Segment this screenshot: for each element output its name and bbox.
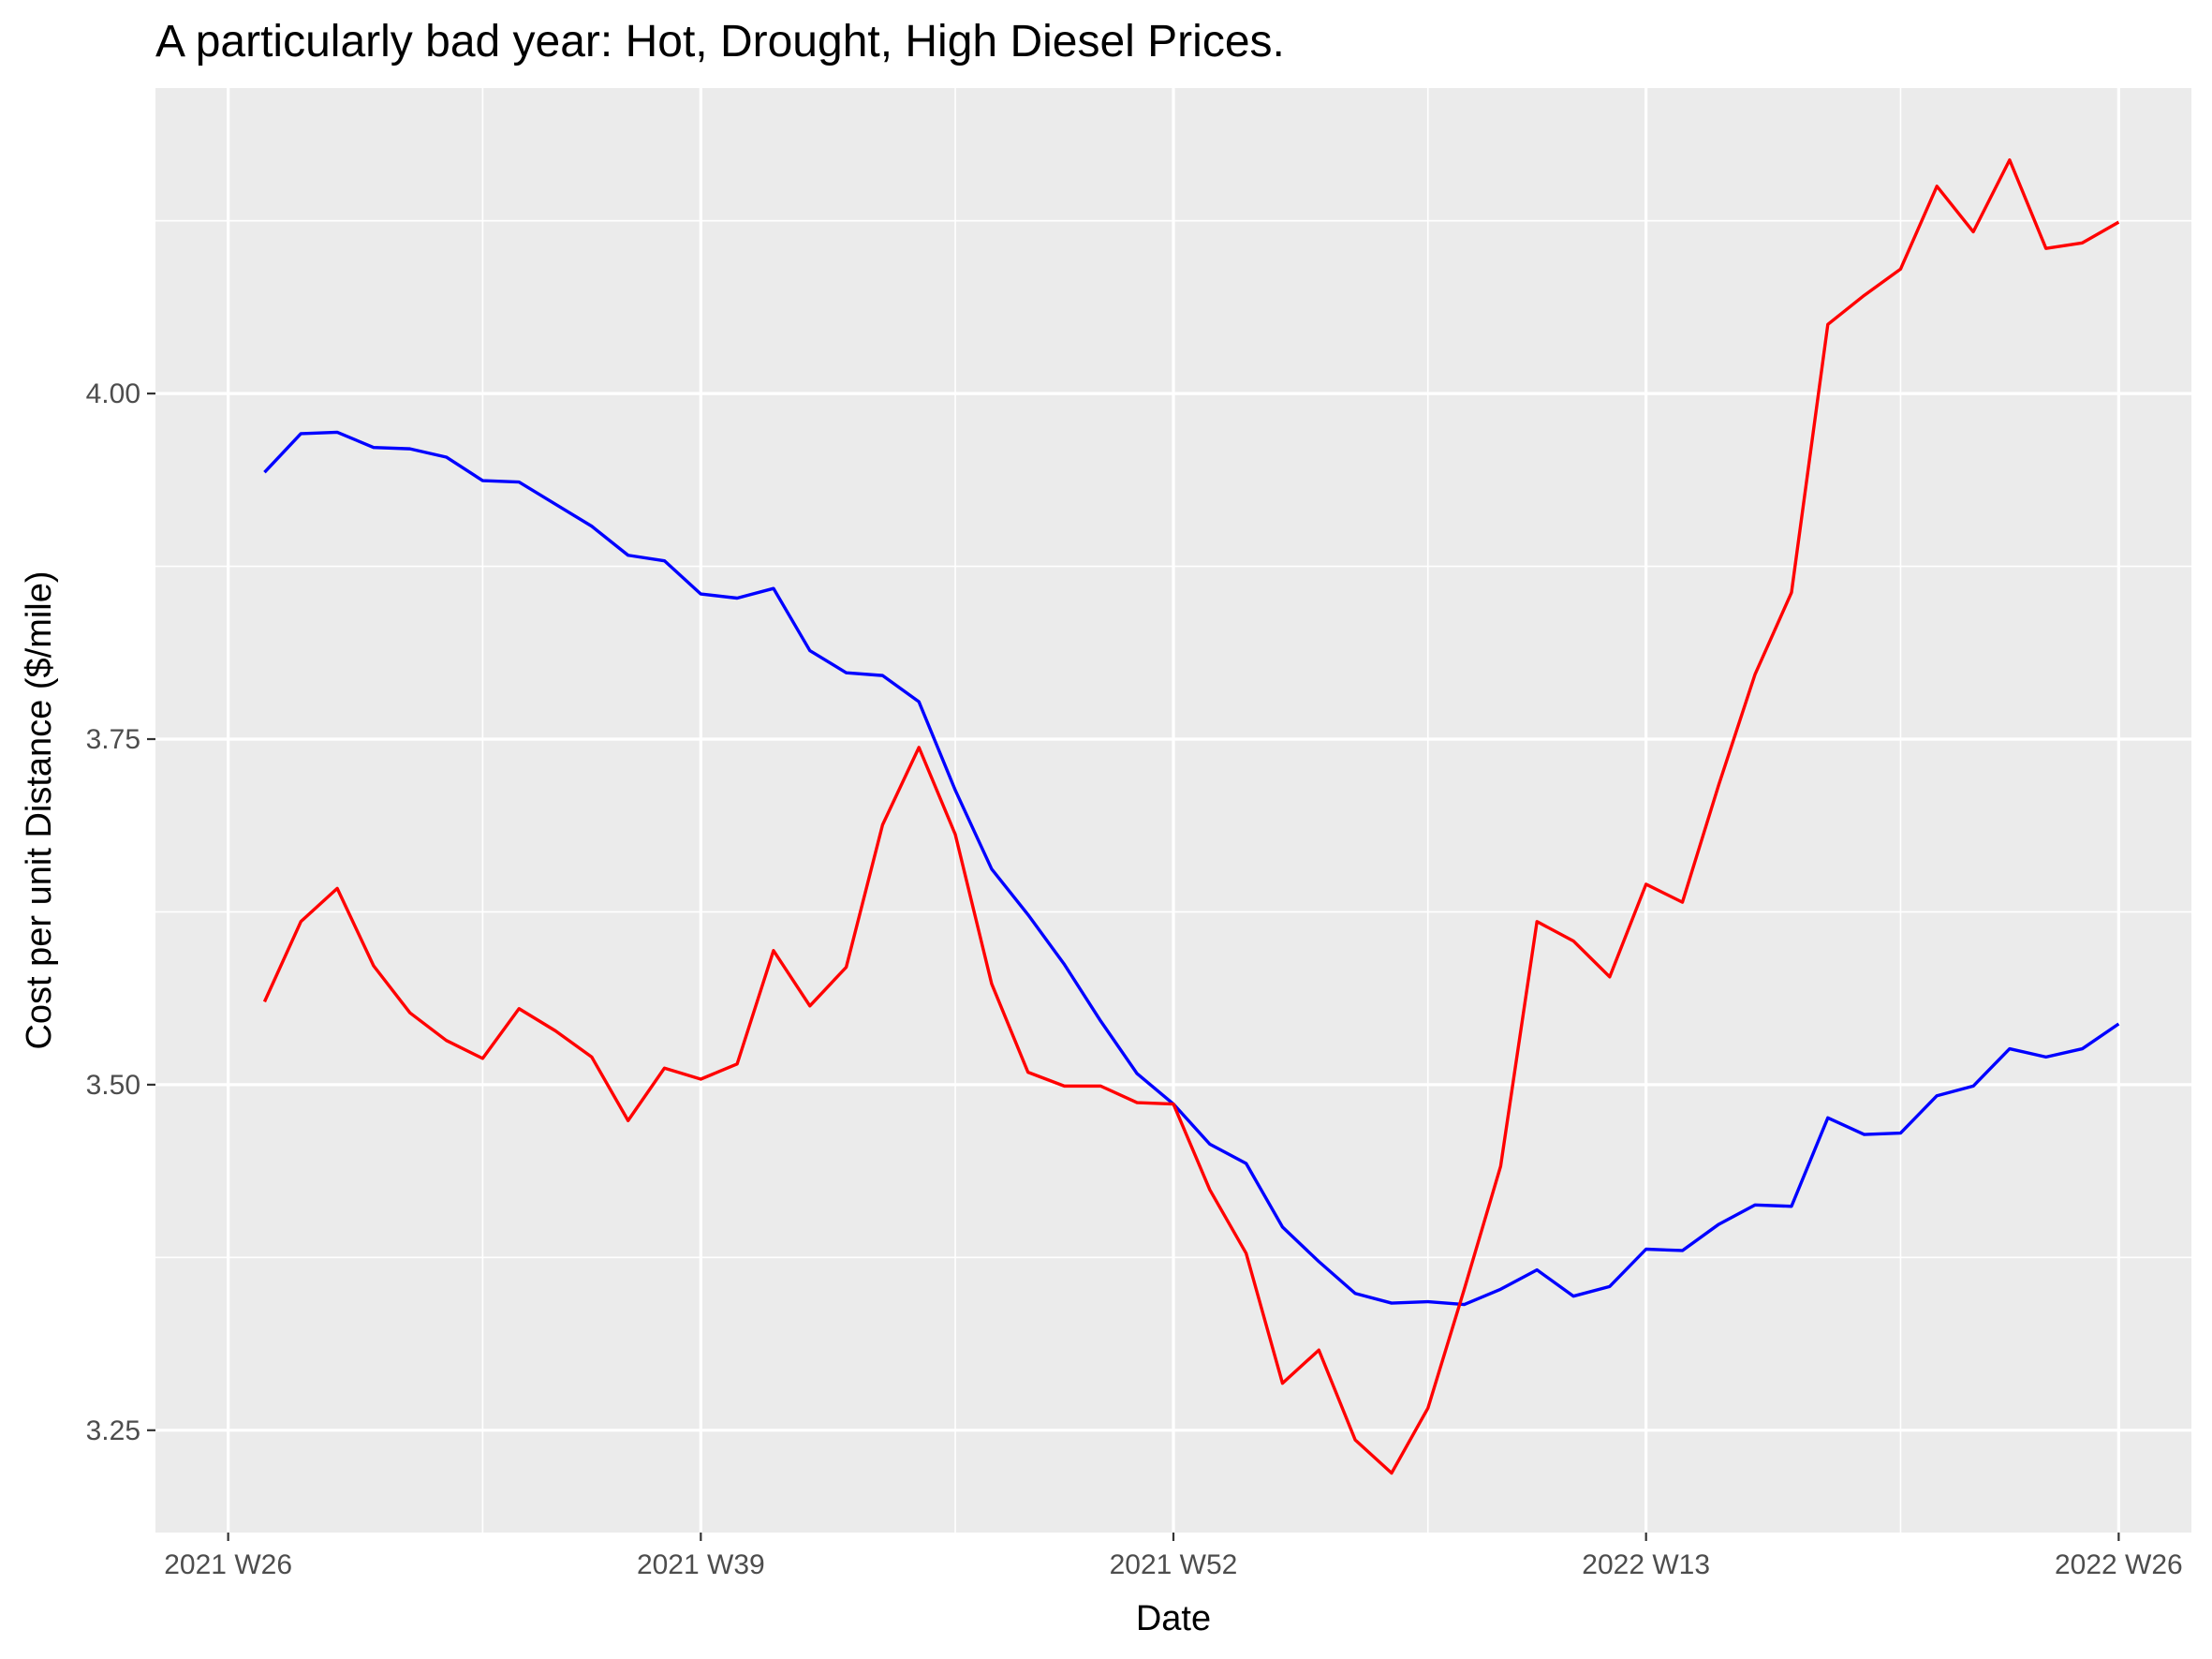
x-tick-label: 2021 W52 [1110, 1549, 1238, 1580]
y-axis-title: Cost per unit Distance ($/mile) [20, 570, 59, 1049]
x-axis-title: Date [1136, 1599, 1211, 1638]
plot-panel [155, 88, 2191, 1533]
y-tick-label: 4.00 [86, 378, 140, 409]
x-tick-label: 2022 W26 [2055, 1549, 2183, 1580]
series-lines [262, 158, 2120, 1475]
x-tick-label: 2021 W26 [164, 1549, 292, 1580]
y-tick-label: 3.25 [86, 1415, 140, 1446]
major-gridlines [155, 88, 2191, 1533]
chart-title: A particularly bad year: Hot, Drought, H… [155, 17, 1285, 67]
series-line-1 [263, 430, 2120, 1307]
x-tick-label: 2021 W39 [637, 1549, 765, 1580]
x-tick-label: 2022 W13 [1582, 1549, 1710, 1580]
y-axis: 3.25 3.50 3.75 4.00 [86, 378, 155, 1446]
series-line-2 [262, 158, 2120, 1475]
y-tick-label: 3.50 [86, 1070, 140, 1101]
y-tick-label: 3.75 [86, 724, 140, 755]
x-axis: 2021 W26 2021 W39 2021 W52 2022 W13 2022 W26 [164, 1533, 2183, 1580]
